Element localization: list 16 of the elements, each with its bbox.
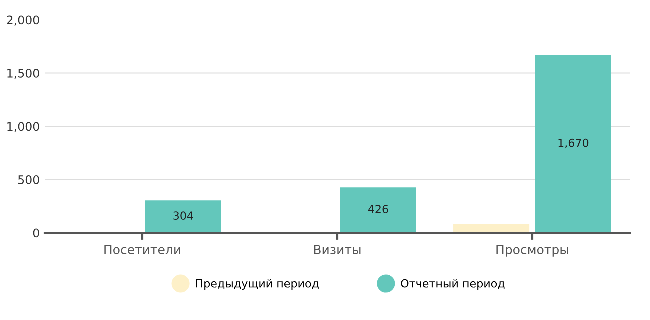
- bar: [145, 200, 222, 233]
- y-tick-label: 1,000: [8, 122, 40, 132]
- bar: [340, 188, 416, 233]
- x-tick-label: Визиты: [314, 245, 361, 254]
- data-label: 1,670: [558, 138, 589, 148]
- legend-label: Отчетный период: [401, 279, 505, 290]
- data-label: 426: [368, 205, 388, 214]
- legend-label: Предыдущий период: [196, 279, 319, 290]
- y-tick-label: 500: [18, 175, 40, 184]
- x-tick-label: Просмотры: [496, 245, 568, 257]
- data-label: 304: [174, 212, 194, 220]
- y-tick-label: 0: [33, 228, 40, 238]
- bar: [535, 55, 612, 233]
- y-tick-label: 2,000: [7, 16, 40, 26]
- y-tick-label: 1,500: [8, 68, 40, 80]
- x-tick-label: Посетители: [104, 245, 180, 254]
